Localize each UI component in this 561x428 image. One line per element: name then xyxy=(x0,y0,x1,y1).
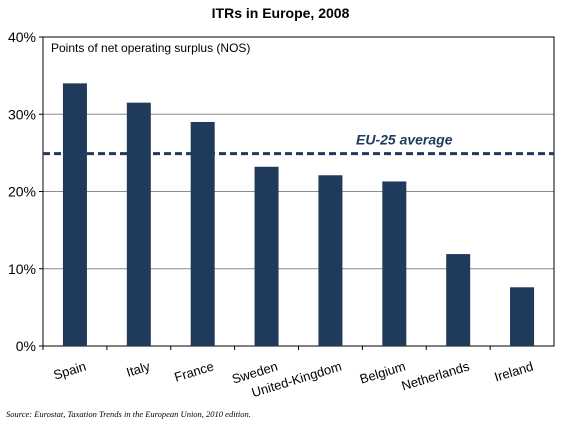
gridlines xyxy=(43,113,554,270)
reference-line-group: EU-25 average xyxy=(43,132,554,156)
bars xyxy=(42,83,535,350)
bar xyxy=(382,181,407,346)
eu-average-label: EU-25 average xyxy=(356,132,453,148)
bar xyxy=(62,83,87,346)
y-tick-label: 30% xyxy=(8,106,36,122)
x-tick-label: Italy xyxy=(125,358,153,379)
source-note: Source: Eurostat, Taxation Trends in the… xyxy=(6,409,251,419)
y-tick-label: 10% xyxy=(8,261,36,277)
y-tick-label: 40% xyxy=(8,29,36,45)
y-tick-label: 20% xyxy=(8,184,36,200)
chart-title: ITRs in Europe, 2008 xyxy=(211,5,350,21)
bar xyxy=(446,254,471,346)
bar xyxy=(190,121,215,346)
bar xyxy=(254,166,279,346)
bar xyxy=(510,287,535,346)
y-tick-labels: 0% 10% 20% 30% 40% xyxy=(8,29,43,354)
bar xyxy=(126,102,151,346)
y-tick-label: 0% xyxy=(16,338,36,354)
x-tick-label: Ireland xyxy=(493,359,535,385)
x-tick-label: France xyxy=(172,359,215,385)
chart-subtitle: Points of net operating surplus (NOS) xyxy=(51,41,250,55)
x-tick-label: Netherlands xyxy=(400,358,472,393)
bar xyxy=(318,175,343,346)
x-tick-label: Spain xyxy=(52,359,88,383)
